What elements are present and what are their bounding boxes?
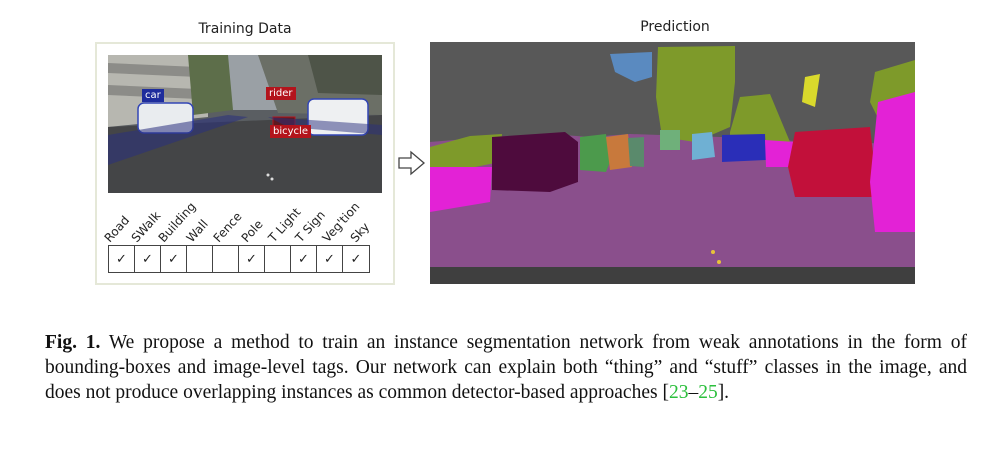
tag-label-sky: Sky <box>347 219 373 245</box>
tag-label-swalk: SWalk <box>128 208 164 245</box>
prediction-title: Prediction <box>640 19 710 35</box>
citation-dash: – <box>688 382 699 403</box>
arrow-right-icon <box>398 150 426 176</box>
tag-label-fence: Fence <box>210 209 245 245</box>
tag-check-swalk: ✓ <box>135 246 161 272</box>
image-tag-checkboxes: ✓ ✓ ✓ ✓ ✓ ✓ ✓ <box>108 245 370 273</box>
tag-check-sky: ✓ <box>350 251 362 267</box>
prediction-segmentation <box>430 42 915 284</box>
training-data-panel <box>95 42 395 285</box>
bbox-tag-rider: rider <box>266 87 296 100</box>
caption-text-end: ]. <box>717 382 730 403</box>
tag-check-tsign: ✓ <box>291 246 317 272</box>
tag-check-pole: ✓ <box>239 246 265 272</box>
figure-caption: Fig. 1. We propose a method to train an … <box>45 330 967 405</box>
tag-check-wall <box>187 246 213 272</box>
bbox-tag-car: car <box>142 89 164 102</box>
citation-link-25[interactable]: 25 <box>698 382 718 403</box>
training-data-title: Training Data <box>198 21 292 37</box>
tag-check-fence <box>213 246 239 272</box>
caption-text: We propose a method to train an instance… <box>45 332 967 403</box>
image-tag-labels: Road SWalk Building Wall Fence Pole T Li… <box>102 199 384 245</box>
tag-check-road: ✓ <box>109 246 135 272</box>
tag-label-pole: Pole <box>238 217 266 245</box>
tag-check-tlight <box>265 246 291 272</box>
tag-check-building: ✓ <box>161 246 187 272</box>
tag-label-wall: Wall <box>183 216 211 245</box>
bbox-tag-bicycle: bicycle <box>270 125 311 138</box>
tag-check-vegetation: ✓ <box>317 246 343 272</box>
caption-label: Fig. 1. <box>45 332 101 353</box>
street-photo <box>108 55 382 193</box>
citation-link-23[interactable]: 23 <box>668 382 689 403</box>
